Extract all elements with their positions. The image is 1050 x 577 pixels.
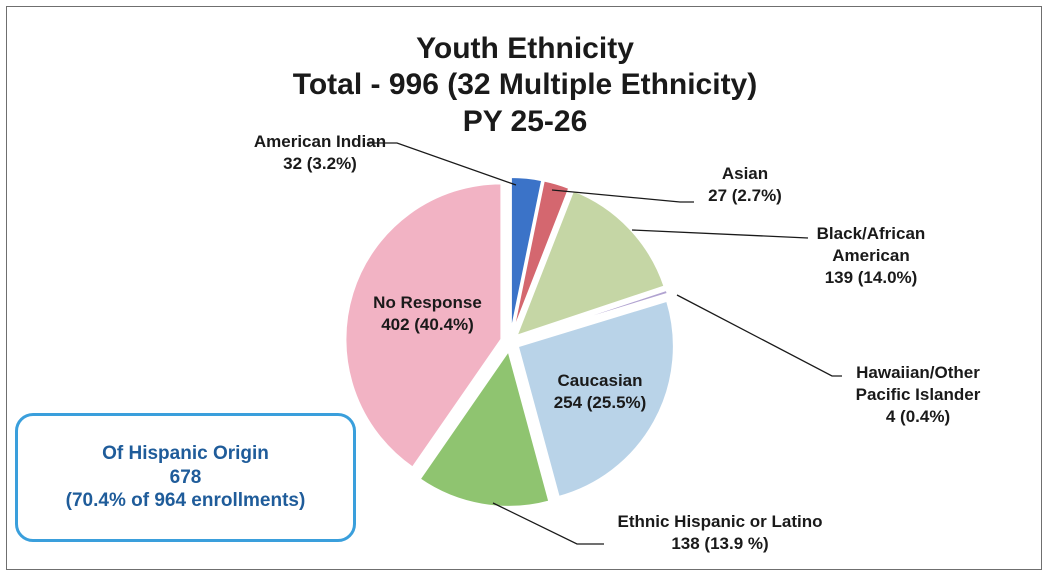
chart-title-line-2: Total - 996 (32 Multiple Ethnicity) [292, 68, 758, 101]
label-hispanic-name: Ethnic Hispanic or Latino [617, 512, 823, 531]
label-ethnic-hispanic-latino: Ethnic Hispanic or Latino 138 (13.9 %) [585, 511, 855, 555]
label-asian: Asian 27 (2.7%) [690, 163, 800, 207]
hispanic-origin-callout: Of Hispanic Origin 678 (70.4% of 964 enr… [15, 413, 356, 542]
hispanic-origin-count: 678 [169, 466, 202, 488]
leader-line-asian [551, 189, 694, 203]
label-no-response-name: No Response [373, 293, 482, 312]
label-hispanic-value: 138 (13.9 %) [671, 534, 769, 554]
leader-line-hawaiian [676, 294, 842, 377]
leader-line-black [631, 229, 809, 239]
hispanic-origin-heading: Of Hispanic Origin [102, 442, 269, 464]
label-american-indian-name: American Indian [253, 132, 387, 151]
pie-slice-american-indian [509, 176, 544, 334]
label-caucasian: Caucasian 254 (25.5%) [525, 370, 675, 414]
leader-line-american-indian [367, 142, 517, 186]
chart-title-line-1: Youth Ethnicity [416, 32, 634, 65]
pie-slice-black [514, 189, 666, 338]
pie-slice-hispanic [418, 348, 551, 508]
label-hawaiian-pacific-islander: Hawaiian/Other Pacific Islander 4 (0.4%) [828, 362, 1008, 428]
label-black-name-1: Black/African [816, 224, 926, 243]
pie-slices [344, 176, 675, 508]
label-american-indian-value: 32 (3.2%) [283, 154, 357, 174]
pie-slice-hawaiian [518, 288, 670, 341]
label-hawaiian-value: 4 (0.4%) [885, 407, 951, 427]
label-caucasian-value: 254 (25.5%) [553, 393, 647, 413]
label-american-indian: American Indian 32 (3.2%) [225, 131, 415, 175]
label-asian-name: Asian [721, 164, 769, 183]
chart-title-line-3: PY 25-26 [462, 105, 588, 138]
label-no-response-value: 402 (40.4%) [381, 315, 474, 335]
label-caucasian-name: Caucasian [557, 371, 643, 390]
label-black-african-american: Black/African American 139 (14.0%) [796, 223, 946, 289]
label-hawaiian-name-1: Hawaiian/Other [856, 363, 980, 382]
pie-slice-no-response [344, 182, 503, 469]
label-no-response: No Response 402 (40.4%) [355, 292, 500, 336]
hispanic-origin-percent: (70.4% of 964 enrollments) [65, 490, 306, 512]
leader-lines [367, 142, 842, 545]
pie-slice-caucasian [516, 299, 675, 499]
label-hawaiian-name-2: Pacific Islander [855, 385, 981, 405]
label-black-name-2: American [832, 246, 910, 266]
label-asian-value: 27 (2.7%) [708, 186, 782, 206]
leader-line-hispanic [492, 502, 604, 545]
pie-slice-asian [511, 179, 571, 334]
label-black-value: 139 (14.0%) [824, 268, 918, 288]
